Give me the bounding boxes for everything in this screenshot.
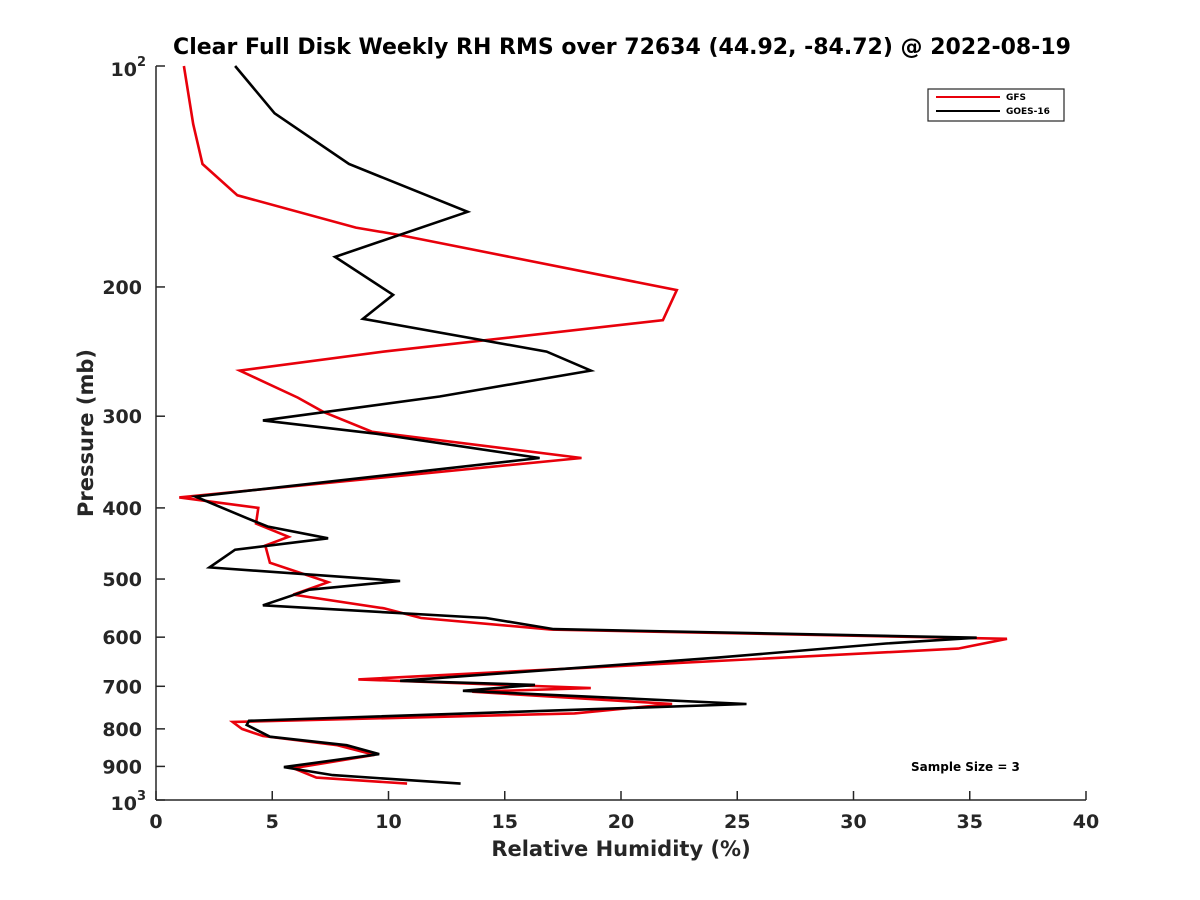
y-tick-label: 600 bbox=[102, 627, 142, 649]
chart-title: Clear Full Disk Weekly RH RMS over 72634… bbox=[173, 35, 1071, 60]
y-tick-label: 200 bbox=[102, 277, 142, 299]
x-tick-label: 20 bbox=[608, 811, 634, 833]
y-tick-label: 500 bbox=[102, 569, 142, 591]
legend-label-goes16: GOES-16 bbox=[1006, 107, 1050, 117]
legend-box bbox=[927, 88, 1065, 122]
x-axis-label: Relative Humidity (%) bbox=[491, 837, 750, 861]
series-line-goes16 bbox=[190, 65, 977, 785]
y-tick-bottom-exp: 3 bbox=[137, 789, 146, 804]
y-tick-label: 700 bbox=[102, 676, 142, 698]
x-tick-label: 25 bbox=[724, 811, 750, 833]
y-tick-top-exp: 2 bbox=[137, 55, 146, 70]
x-tick-label: 5 bbox=[266, 811, 279, 833]
y-tick-label: 800 bbox=[102, 719, 142, 741]
legend: GFS GOES-16 bbox=[927, 88, 1065, 122]
y-tick-label: 900 bbox=[102, 756, 142, 778]
plot-area: 0 5 10 15 20 25 30 35 40 200 300 400 500 600 700 800 90… bbox=[102, 65, 1099, 833]
y-tick-top-base: 10 bbox=[111, 59, 137, 81]
x-tick-label: 10 bbox=[375, 811, 401, 833]
y-tick-bottom-base: 10 bbox=[111, 793, 137, 815]
x-ticks: 0 5 10 15 20 25 30 35 40 bbox=[149, 791, 1099, 833]
y-ticks: 200 300 400 500 600 700 800 900 bbox=[102, 65, 165, 801]
y-tick-label: 300 bbox=[102, 406, 142, 428]
x-tick-label: 30 bbox=[840, 811, 866, 833]
x-tick-label: 35 bbox=[957, 811, 983, 833]
sample-size-annotation: Sample Size = 3 bbox=[911, 760, 1020, 774]
y-tick-label: 400 bbox=[102, 498, 142, 520]
y-tick-bottom: 10 3 bbox=[111, 789, 147, 815]
y-axis-label: Pressure (mb) bbox=[74, 349, 98, 517]
series-line-gfs bbox=[179, 65, 1008, 785]
y-tick-top: 10 2 bbox=[111, 55, 147, 81]
x-tick-label: 40 bbox=[1073, 811, 1099, 833]
x-tick-label: 15 bbox=[492, 811, 518, 833]
series-layer bbox=[179, 65, 1008, 785]
legend-label-gfs: GFS bbox=[1006, 93, 1026, 103]
x-tick-label: 0 bbox=[149, 811, 162, 833]
